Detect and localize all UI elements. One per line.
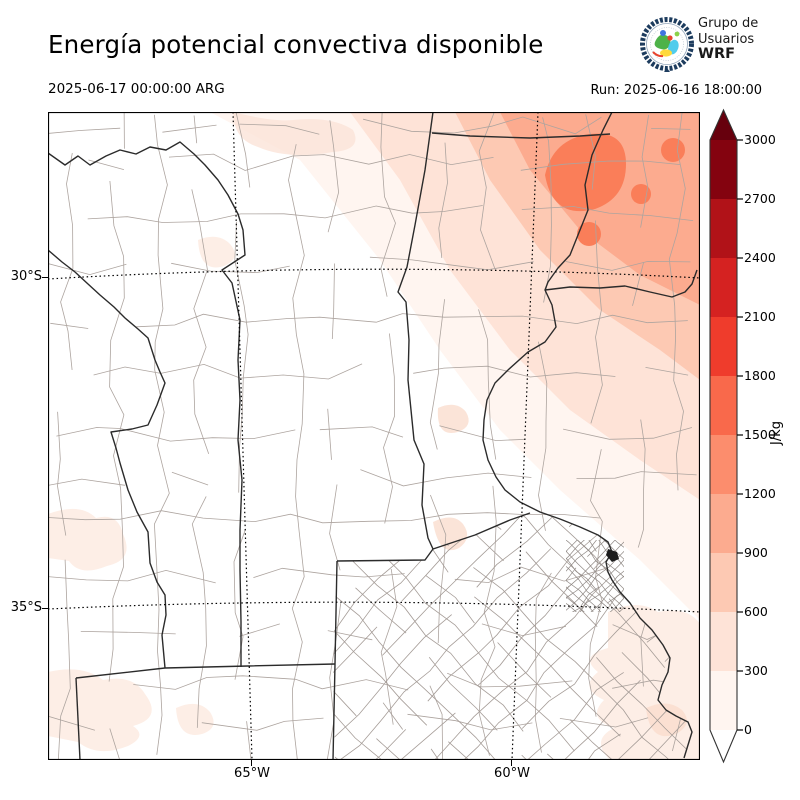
cape-core-blob-4	[661, 138, 685, 162]
gridline-65w	[232, 112, 253, 760]
colorbar-segments	[710, 140, 737, 730]
lat-label-30s: 30°S	[10, 269, 42, 284]
axis-tick-30s	[42, 277, 48, 279]
globe-seal-icon	[640, 17, 694, 72]
model-run-label: Run: 2025-06-16 18:00:00	[590, 83, 762, 98]
colorbar	[705, 100, 747, 772]
map-panel	[48, 112, 700, 760]
gridline-35s	[48, 601, 700, 613]
colorbar-segment	[710, 317, 737, 376]
border-la-pampa-north	[75, 663, 336, 679]
colorbar-tick-label: 3000	[744, 132, 776, 147]
border-santiago-chaco	[431, 132, 611, 139]
cape-patch-southeast	[589, 605, 700, 760]
valid-datetime-label: 2025-06-17 00:00:00 ARG	[48, 81, 225, 97]
gridline-60w	[511, 112, 539, 760]
cape-patch-southwest	[48, 669, 152, 752]
colorbar-under-arrow	[710, 730, 737, 762]
logo-line-1: Grupo de	[698, 16, 759, 31]
border-cordoba-santafe	[397, 112, 434, 550]
cape-core-blob-2	[577, 222, 601, 246]
map-canvas	[48, 112, 700, 760]
department-boundaries-mesh	[48, 112, 697, 760]
colorbar-tick-label: 0	[744, 722, 752, 737]
border-la-pampa-west	[75, 677, 81, 760]
colorbar-segment	[710, 376, 737, 435]
border-desaguadero-river	[48, 249, 167, 669]
logo-line-3: WRF	[698, 46, 736, 62]
colorbar-segment	[710, 494, 737, 553]
axis-tick-60w	[511, 760, 513, 766]
colorbar-tick-label: 900	[744, 545, 768, 560]
logo-text: Grupo de Usuarios WRF	[698, 16, 758, 63]
cape-patch-center-3	[433, 517, 468, 551]
caba-city-marker	[606, 549, 619, 562]
axis-tick-65w	[251, 760, 253, 766]
wrf-users-group-logo: Grupo de Usuarios WRF	[638, 14, 798, 76]
colorbar-segment	[710, 553, 737, 612]
colorbar-tick-label: 1200	[744, 486, 776, 501]
colorbar-tick-label: 300	[744, 663, 768, 678]
mesh-lines	[333, 512, 692, 760]
cape-core-blob-1	[545, 133, 626, 212]
parana-river-and-coast	[482, 112, 693, 759]
axis-tick-35s	[42, 608, 48, 610]
colorbar-tick-label: 1800	[744, 368, 776, 383]
lat-label-35s: 35°S	[10, 600, 42, 615]
lon-label-60w: 60°W	[494, 766, 530, 781]
map-frame	[48, 112, 700, 760]
cape-shading	[48, 112, 700, 760]
colorbar-tick-label: 2400	[744, 250, 776, 265]
logo-line-2: Usuarios	[698, 31, 755, 47]
colorbar-tick-label: 1500	[744, 427, 776, 442]
page-title: Energía potencial convectiva disponible	[48, 30, 544, 59]
colorbar-tick-label: 2100	[744, 309, 776, 324]
cape-patch-top-center	[233, 112, 356, 156]
cape-patch-west	[48, 508, 127, 571]
cape-patch-center-1	[198, 236, 235, 268]
border-buenos-aires-west	[332, 560, 338, 760]
colorbar-over-arrow	[710, 110, 737, 140]
cape-patch-center-2	[437, 404, 469, 433]
colorbar-tick-label: 600	[744, 604, 768, 619]
border-buenos-aires-north	[336, 512, 531, 562]
mesh-lines	[566, 540, 624, 612]
border-nw-cordoba-west	[48, 141, 246, 667]
mesh-lines	[57, 112, 686, 760]
mesh-lines	[566, 540, 624, 612]
colorbar-canvas	[709, 108, 743, 764]
colorbar-segment	[710, 199, 737, 258]
colorbar-segment	[710, 258, 737, 317]
province-borders	[48, 112, 698, 760]
gridline-30s	[48, 268, 700, 280]
colorbar-segment	[710, 671, 737, 730]
border-corrientes-entrerios	[544, 269, 698, 298]
graticule	[48, 112, 700, 760]
cape-patch-rio-de-la-plata	[646, 703, 687, 737]
lon-label-65w: 65°W	[234, 766, 270, 781]
colorbar-tick-label: 2700	[744, 191, 776, 206]
colorbar-unit-label: J/kg	[769, 421, 784, 445]
colorbar-segment	[710, 140, 737, 199]
colorbar-tickmarks	[737, 139, 743, 731]
cape-patch-south-center	[176, 703, 214, 735]
colorbar-segment	[710, 435, 737, 494]
colorbar-segment	[710, 612, 737, 671]
amba-dense-mesh	[566, 540, 624, 612]
